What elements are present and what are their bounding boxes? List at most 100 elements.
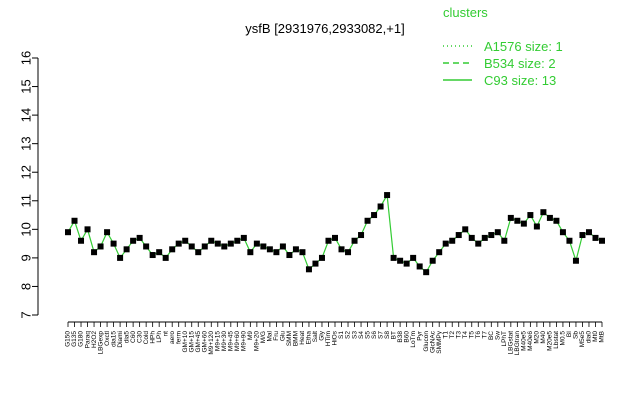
x-tick-label: Mt0 [592, 331, 599, 342]
x-tick-label: GM+10 [182, 331, 189, 353]
y-tick-label: 13 [18, 136, 33, 150]
data-point [97, 243, 104, 250]
x-axis: G150 G135 G180 Paraq H2O2 LBGexp Oxctl dia15 Dia… [65, 321, 606, 356]
x-tick-label: S5 [364, 331, 371, 339]
x-tick-label: dia5 [123, 331, 130, 344]
x-tick-label: S2 [345, 331, 352, 339]
x-tick-label: LoTm [410, 331, 417, 348]
x-tick-label: HPh [149, 331, 156, 344]
x-tick-label: dia0 [586, 331, 593, 344]
data-point [345, 249, 352, 256]
data-point [84, 226, 91, 233]
data-point [156, 249, 163, 256]
x-tick-label: M9 [247, 331, 254, 340]
x-tick-label: M9+20 [254, 331, 261, 351]
legend-title: clusters [443, 5, 488, 20]
x-tick-label: S6 [371, 331, 378, 339]
x-tick-label: M0.5 [560, 331, 567, 346]
x-tick-label: BI [566, 331, 573, 337]
data-point [273, 249, 280, 256]
x-tick-label: M9+120 [208, 331, 215, 355]
x-tick-label: S3 [351, 331, 358, 339]
x-tick-label: S8 [384, 331, 391, 339]
chart-title: ysfB [2931976,2933082,+1] [245, 21, 404, 36]
plot-lines [67, 193, 603, 274]
data-point [494, 229, 501, 236]
data-point [592, 234, 599, 241]
x-tick-label: M20 [534, 331, 541, 344]
data-point [208, 237, 215, 244]
data-point [364, 217, 371, 224]
x-tick-label: M40 [540, 331, 547, 344]
data-point [104, 229, 111, 236]
data-point [475, 240, 482, 247]
data-point [559, 229, 566, 236]
x-tick-label: M9+45 [228, 331, 235, 351]
x-tick-label: S1 [338, 331, 345, 339]
data-point [423, 269, 430, 276]
x-tick-label: T5 [468, 331, 475, 339]
data-point [533, 223, 540, 230]
data-point [527, 212, 534, 219]
x-tick-label: B38 [397, 331, 404, 343]
data-point [449, 237, 456, 244]
x-tick-label: C30 [136, 331, 143, 343]
data-point [266, 246, 273, 253]
data-point [221, 243, 228, 250]
x-tick-label: dia15 [110, 331, 117, 347]
x-tick-label: S7 [377, 331, 384, 339]
data-point [175, 240, 182, 247]
x-tick-label: Heat [299, 331, 306, 345]
x-tick-label: M40e5 [521, 331, 528, 351]
data-point [384, 192, 391, 199]
data-point [507, 214, 514, 221]
data-point [332, 234, 338, 241]
x-tick-label: Salt [312, 331, 319, 342]
data-point [227, 240, 234, 247]
data-point [390, 254, 397, 261]
y-tick-label: 10 [18, 222, 33, 236]
data-point [182, 237, 189, 244]
x-tick-label: Lbstat [553, 331, 560, 349]
data-point [416, 263, 423, 270]
data-point [488, 232, 495, 239]
data-point [195, 249, 202, 256]
x-tick-label: M20e5 [547, 331, 554, 351]
plot-points [65, 192, 605, 276]
x-tick-label: SMM [286, 331, 293, 346]
data-point [78, 237, 85, 244]
data-point [371, 212, 378, 219]
x-tick-label: Pyr [416, 330, 423, 341]
data-point [599, 237, 605, 244]
y-tick-label: 12 [18, 165, 33, 179]
x-tick-label: MtB [599, 331, 606, 343]
x-tick-label: nt [162, 331, 169, 337]
x-tick-label: BT [390, 331, 397, 339]
data-point [377, 203, 384, 210]
data-point [279, 243, 286, 250]
data-point [117, 254, 124, 261]
data-point [566, 237, 573, 244]
data-point [481, 234, 488, 241]
y-tick-label: 9 [18, 254, 33, 261]
data-point [71, 217, 78, 224]
x-tick-label: GM+15 [188, 331, 195, 353]
x-tick-label: T3 [455, 331, 462, 339]
data-point [338, 246, 345, 253]
data-point [91, 249, 98, 256]
legend-label-c93: C93 size: 13 [484, 73, 556, 88]
data-point [455, 232, 462, 239]
y-tick-label: 11 [18, 194, 33, 208]
x-tick-label: S4 [358, 331, 365, 339]
x-tick-label: GM+60 [201, 331, 208, 353]
y-tick-label: 16 [18, 51, 33, 65]
data-point [585, 229, 592, 236]
x-tick-label: LBGtran [514, 331, 521, 356]
x-tick-label: LPh [156, 331, 163, 343]
x-tick-label: G180 [78, 331, 85, 347]
x-tick-label: BC [488, 331, 495, 340]
data-point [162, 254, 169, 261]
data-point [436, 249, 443, 256]
